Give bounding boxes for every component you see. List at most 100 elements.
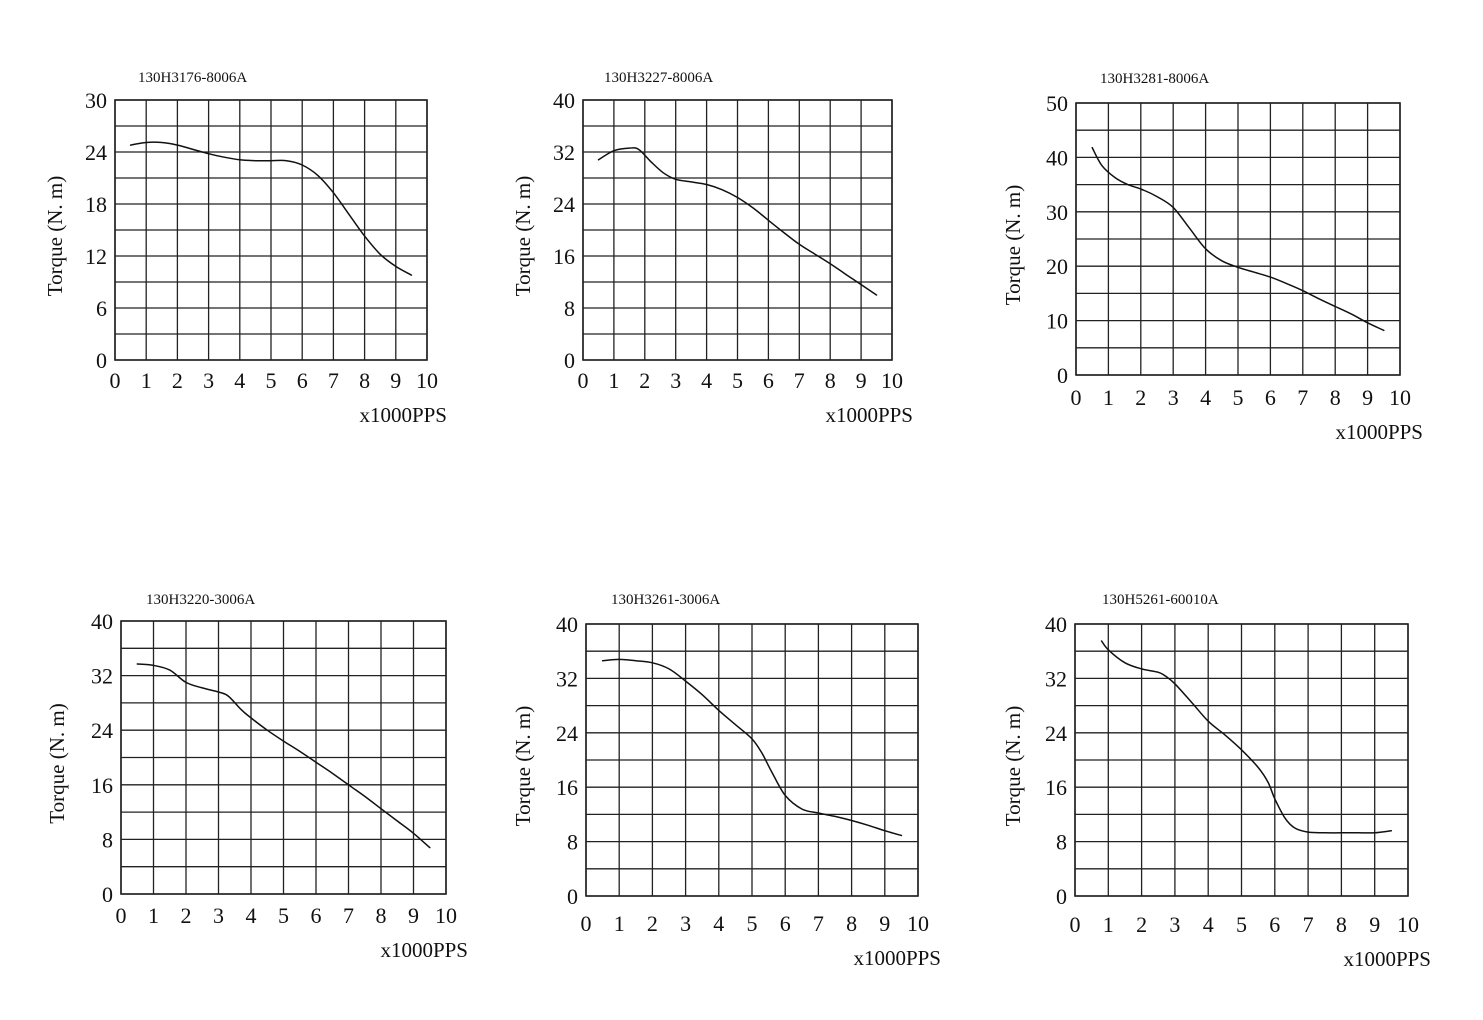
chart-title: 130H3176-8006A (138, 70, 247, 86)
x-tick-label: 5 (1236, 912, 1247, 937)
x-tick-label: 6 (1269, 912, 1280, 937)
x-tick-label: 9 (856, 368, 867, 393)
x-tick-label: 0 (1070, 912, 1081, 937)
x-tick-label: 8 (1330, 385, 1341, 410)
chart-title: 130H3220-3006A (146, 592, 255, 608)
x-tick-label: 0 (116, 903, 127, 928)
plot-frame (1075, 102, 1401, 376)
y-tick-label: 0 (564, 348, 575, 373)
x-tick-label: 4 (234, 368, 245, 393)
x-tick-label: 7 (813, 911, 824, 936)
x-tick-label: 1 (1103, 912, 1114, 937)
x-axis-label: x1000PPS (359, 403, 447, 427)
y-tick-label: 32 (91, 664, 113, 689)
y-tick-label: 40 (91, 609, 113, 634)
x-tick-label: 5 (278, 903, 289, 928)
y-axis-label: Torque (N. m) (1001, 706, 1025, 826)
y-axis-label: Torque (N. m) (43, 176, 67, 296)
x-tick-label: 7 (794, 368, 805, 393)
y-tick-label: 12 (85, 244, 107, 269)
x-tick-label: 10 (1389, 385, 1411, 410)
chart-title: 130H5261-60010A (1102, 592, 1219, 608)
x-tick-label: 10 (1397, 912, 1419, 937)
torque-curve (597, 147, 878, 296)
x-tick-label: 4 (246, 903, 257, 928)
plot-frame (1074, 623, 1409, 897)
y-tick-label: 0 (102, 882, 113, 907)
x-tick-label: 4 (713, 911, 724, 936)
y-tick-label: 30 (85, 88, 107, 113)
x-axis-label: x1000PPS (825, 403, 913, 427)
x-tick-label: 8 (846, 911, 857, 936)
x-tick-label: 1 (148, 903, 159, 928)
torque-curve (601, 658, 903, 837)
x-tick-label: 3 (203, 368, 214, 393)
x-tick-label: 9 (408, 903, 419, 928)
y-tick-label: 30 (1046, 200, 1068, 225)
x-tick-label: 1 (1103, 385, 1114, 410)
x-tick-label: 2 (639, 368, 650, 393)
x-tick-label: 4 (701, 368, 712, 393)
y-tick-label: 40 (556, 612, 578, 637)
x-tick-label: 5 (732, 368, 743, 393)
x-tick-label: 2 (647, 911, 658, 936)
x-tick-label: 6 (311, 903, 322, 928)
x-tick-label: 5 (266, 368, 277, 393)
y-tick-label: 40 (553, 88, 575, 113)
y-tick-label: 0 (1057, 363, 1068, 388)
plot-frame (582, 99, 893, 361)
y-axis-label: Torque (N. m) (45, 703, 69, 823)
x-tick-label: 7 (1297, 385, 1308, 410)
x-tick-label: 8 (376, 903, 387, 928)
x-tick-label: 8 (359, 368, 370, 393)
y-tick-label: 16 (91, 773, 113, 798)
plot-frame (120, 620, 447, 895)
x-tick-label: 0 (110, 368, 121, 393)
x-tick-label: 9 (1362, 385, 1373, 410)
x-tick-label: 10 (416, 368, 438, 393)
plot-frame (114, 99, 428, 361)
torque-curve (136, 663, 431, 849)
y-tick-label: 16 (1045, 775, 1067, 800)
x-tick-label: 7 (343, 903, 354, 928)
x-tick-label: 5 (1233, 385, 1244, 410)
x-tick-label: 1 (614, 911, 625, 936)
y-axis-label: Torque (N. m) (1001, 185, 1025, 305)
y-tick-label: 32 (553, 140, 575, 165)
y-tick-label: 8 (567, 830, 578, 855)
chart-title: 130H3227-8006A (604, 70, 713, 86)
y-tick-label: 50 (1046, 91, 1068, 116)
chart-grid (1075, 102, 1401, 376)
y-tick-label: 0 (567, 884, 578, 909)
x-tick-label: 6 (297, 368, 308, 393)
x-tick-label: 3 (1169, 912, 1180, 937)
chart-title: 130H3261-3006A (611, 592, 720, 608)
x-tick-label: 10 (881, 368, 903, 393)
x-tick-label: 3 (213, 903, 224, 928)
y-tick-label: 24 (91, 718, 113, 743)
y-tick-label: 8 (564, 296, 575, 321)
y-tick-label: 20 (1046, 254, 1068, 279)
chart-grid (1074, 623, 1409, 897)
x-tick-label: 2 (181, 903, 192, 928)
chart-title: 130H3281-8006A (1100, 71, 1209, 87)
y-tick-label: 18 (85, 192, 107, 217)
y-tick-label: 0 (96, 348, 107, 373)
y-tick-label: 6 (96, 296, 107, 321)
x-tick-label: 5 (747, 911, 758, 936)
x-tick-label: 3 (1168, 385, 1179, 410)
x-tick-label: 0 (581, 911, 592, 936)
x-axis-label: x1000PPS (380, 938, 468, 962)
x-tick-label: 2 (1135, 385, 1146, 410)
y-axis-label: Torque (N. m) (511, 176, 535, 296)
x-tick-label: 6 (763, 368, 774, 393)
plot-frame (585, 623, 919, 897)
x-tick-label: 2 (1136, 912, 1147, 937)
x-tick-label: 6 (780, 911, 791, 936)
chart-grid (120, 620, 447, 895)
x-tick-label: 8 (825, 368, 836, 393)
